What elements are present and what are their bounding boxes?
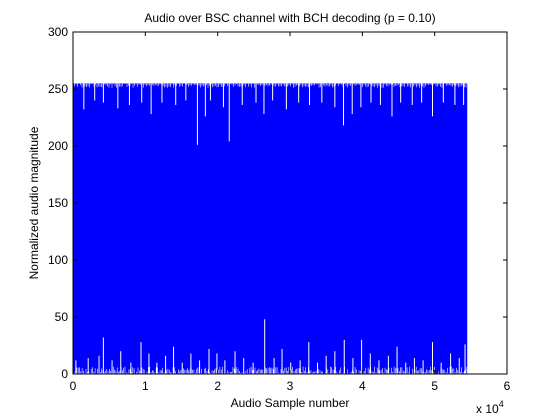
x-axis-multiplier: x 104 (476, 399, 504, 416)
x-tick-label: 6 (504, 379, 511, 393)
y-tick-label: 300 (48, 25, 68, 39)
y-tick-label: 250 (48, 82, 68, 96)
x-tick-label: 3 (287, 379, 294, 393)
x-axis-multiplier-base: x 10 (476, 402, 499, 416)
x-tick-label: 1 (142, 379, 149, 393)
x-tick-label: 5 (431, 379, 438, 393)
y-tick-label: 150 (48, 196, 68, 210)
series-band (73, 83, 468, 375)
chart-title: Audio over BSC channel with BCH decoding… (144, 11, 435, 25)
x-axis-multiplier-exponent: 4 (499, 399, 504, 409)
y-tick-label: 200 (48, 139, 68, 153)
x-tick-label: 4 (359, 379, 366, 393)
y-tick-label: 0 (61, 367, 68, 381)
y-axis-label: Normalized audio magnitude (27, 126, 41, 279)
series-layer (72, 82, 468, 375)
y-axis-ticks: 0 50 100 150 200 250 300 (48, 25, 507, 381)
y-tick-label: 100 (48, 253, 68, 267)
x-axis-ticks: 0 1 2 3 4 5 6 (70, 32, 511, 393)
y-tick-label: 50 (55, 310, 69, 324)
x-tick-label: 2 (214, 379, 221, 393)
x-axis-label: Audio Sample number (231, 396, 350, 410)
x-tick-label: 0 (70, 379, 77, 393)
